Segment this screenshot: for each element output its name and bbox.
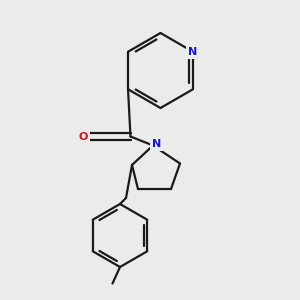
Text: N: N [188, 47, 198, 57]
Text: O: O [78, 131, 88, 142]
Text: N: N [152, 139, 161, 149]
